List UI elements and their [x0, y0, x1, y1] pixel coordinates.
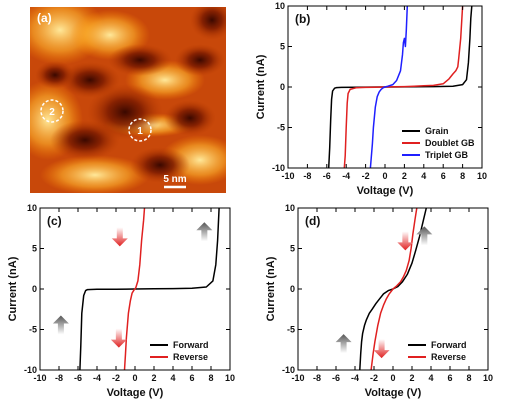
legend-label: Reverse [173, 352, 208, 362]
marker-2-label: 2 [49, 107, 55, 118]
legend-label: Grain [425, 126, 449, 136]
x-axis-label: Voltage (V) [365, 387, 422, 399]
x-tick-label: 8 [208, 373, 213, 383]
y-tick-label: -5 [287, 325, 295, 335]
x-tick-label: 4 [170, 373, 175, 383]
y-tick-label: -5 [277, 123, 285, 133]
y-tick-label: 0 [280, 82, 285, 92]
x-tick-label: 4 [428, 373, 433, 383]
legend-label: Triplet GB [425, 150, 469, 160]
x-tick-label: -8 [55, 373, 63, 383]
x-tick-label: 6 [189, 373, 194, 383]
x-tick-label: 10 [477, 171, 487, 181]
x-tick-label: 0 [390, 373, 395, 383]
y-tick-label: 0 [290, 284, 295, 294]
chart-panel-d: -10 -8 -6 -4 -2 0 2 4 6 8 10 -10 -5 0 5 10 Voltage (V) Cu… [265, 203, 493, 399]
x-tick-label: 0 [132, 373, 137, 383]
x-axis-label: Voltage (V) [107, 387, 164, 399]
scale-bar-label: 5 nm [163, 174, 186, 185]
x-tick-label: -4 [342, 171, 350, 181]
arrow-up-icon [196, 222, 213, 242]
legend-label: Reverse [431, 352, 466, 362]
arrow-down-icon [111, 227, 128, 247]
x-tick-label: -10 [33, 373, 46, 383]
legend-label: Forward [431, 340, 467, 350]
y-tick-label: -10 [24, 365, 37, 375]
marker-1-circle [128, 118, 152, 142]
series-line-b-1 [343, 5, 464, 169]
x-tick-label: -4 [351, 373, 359, 383]
x-tick-label: 8 [460, 171, 465, 181]
series-line-c-1 [123, 207, 146, 371]
y-axis-label: Current (nA) [265, 256, 277, 321]
x-tick-label: 2 [151, 373, 156, 383]
x-tick-label: -6 [332, 373, 340, 383]
x-tick-label: -6 [74, 373, 82, 383]
x-axis-label: Voltage (V) [357, 185, 414, 197]
x-tick-label: -8 [303, 171, 311, 181]
y-tick-label: 5 [32, 244, 37, 254]
x-tick-label: -10 [291, 373, 304, 383]
y-tick-label: 5 [290, 244, 295, 254]
y-tick-label: -10 [282, 365, 295, 375]
arrow-down-icon [397, 231, 414, 251]
x-tick-label: 10 [225, 373, 235, 383]
x-tick-label: -10 [281, 171, 294, 181]
x-tick-label: 8 [466, 373, 471, 383]
x-tick-label: 6 [441, 171, 446, 181]
y-tick-label: -5 [29, 325, 37, 335]
arrow-up-icon [52, 315, 69, 335]
y-tick-label: 10 [285, 203, 295, 213]
arrow-down-icon [373, 339, 390, 359]
panel-label-c: (c) [47, 214, 62, 228]
panel-a-label: (a) [37, 11, 52, 25]
y-tick-label: 10 [275, 1, 285, 11]
chart-panel-b: -10 -8 -6 -4 -2 0 2 4 6 8 10 -10 -5 0 5 10 Voltage (V) Cu… [255, 1, 487, 197]
x-tick-label: -2 [112, 373, 120, 383]
y-tick-label: 10 [27, 203, 37, 213]
x-tick-label: 10 [483, 373, 493, 383]
y-axis-label: Current (nA) [255, 54, 267, 119]
x-tick-label: 2 [409, 373, 414, 383]
y-tick-label: 5 [280, 42, 285, 52]
arrow-up-icon [416, 226, 433, 246]
legend-label: Forward [173, 340, 209, 350]
panel-label-d: (d) [305, 214, 320, 228]
y-axis-label: Current (nA) [7, 256, 19, 321]
x-tick-label: -6 [323, 171, 331, 181]
x-tick-label: -2 [370, 373, 378, 383]
arrow-down-icon [110, 328, 127, 348]
x-tick-label: -4 [93, 373, 101, 383]
series-line-b-2 [369, 5, 409, 169]
x-tick-label: -2 [362, 171, 370, 181]
chart-panel-c: -10 -8 -6 -4 -2 0 2 4 6 8 10 -10 -5 0 5 10 Voltage (V) Cu… [7, 203, 235, 399]
series-line-d-0 [359, 207, 428, 371]
stm-image [30, 7, 226, 193]
arrow-up-icon [335, 334, 352, 354]
marker-1-label: 1 [137, 126, 143, 137]
x-tick-label: 6 [447, 373, 452, 383]
x-tick-label: -8 [313, 373, 321, 383]
panel-label-b: (b) [295, 12, 310, 26]
x-tick-label: 0 [382, 171, 387, 181]
legend-label: Doublet GB [425, 138, 475, 148]
y-tick-label: 0 [32, 284, 37, 294]
x-tick-label: 2 [402, 171, 407, 181]
stm-image-panel: (a) 2 1 5 nm [30, 7, 226, 193]
marker-2-circle [40, 99, 64, 123]
series-line-d-1 [370, 207, 418, 371]
x-tick-label: 4 [421, 171, 426, 181]
y-tick-label: -10 [272, 163, 285, 173]
